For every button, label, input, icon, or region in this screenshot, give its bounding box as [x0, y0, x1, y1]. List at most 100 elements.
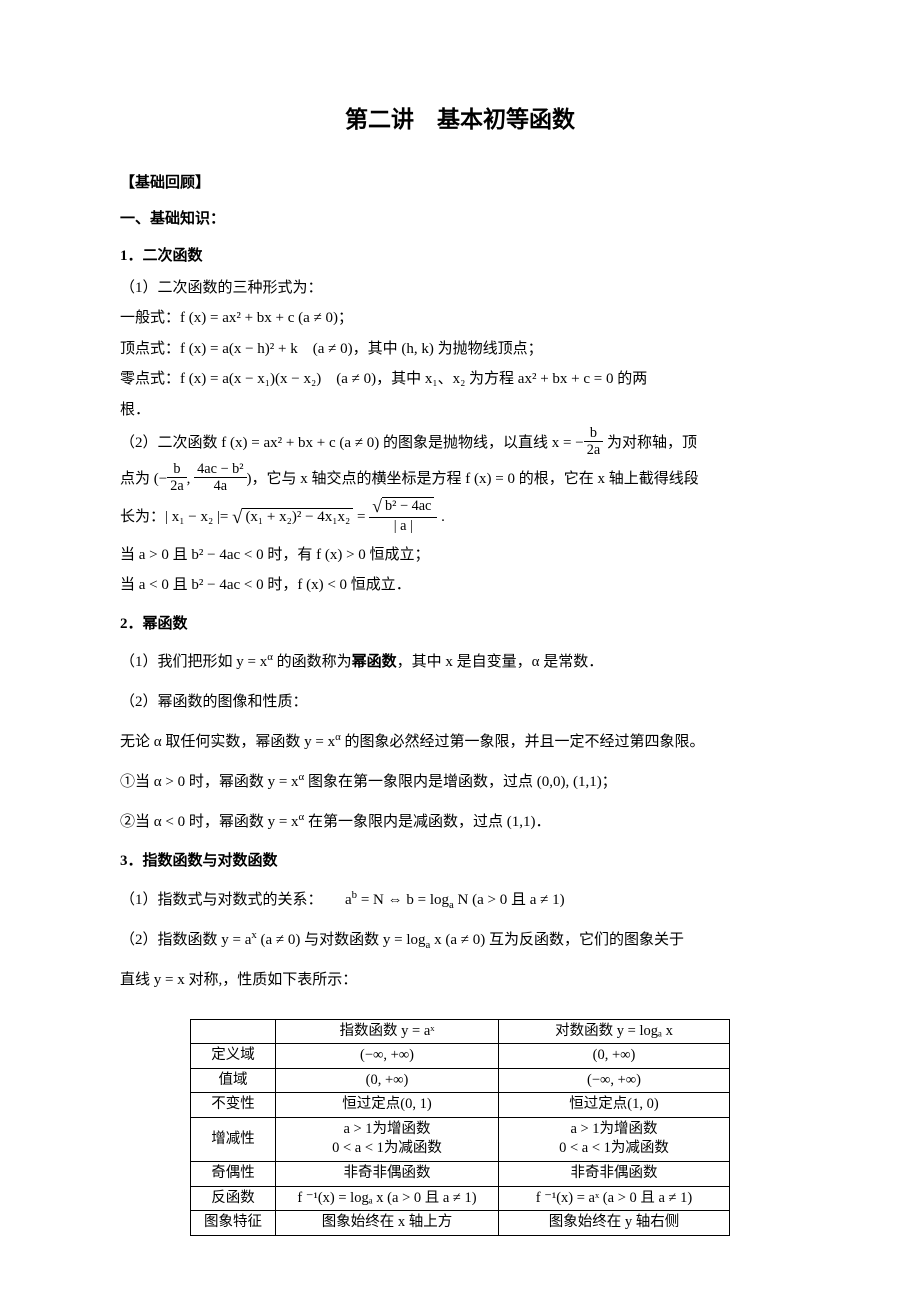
denominator: 2a: [167, 478, 186, 493]
sec1-neg-cond: 当 a < 0 且 b² − 4ac < 0 时，f (x) < 0 恒成立．: [120, 571, 800, 600]
cell-exp: (−∞, +∞): [276, 1044, 499, 1069]
table-row: 奇偶性 非奇非偶函数 非奇非偶函数: [191, 1161, 730, 1186]
sec1-vertex-form: 顶点式：f (x) = a(x − h)² + k (a ≠ 0)，其中 (h,…: [120, 335, 800, 364]
text: 长为：| x₁ − x₂ |=: [120, 509, 232, 525]
sec1-zero-form: 零点式：f (x) = a(x − x₁)(x − x₂) (a ≠ 0)，其中…: [120, 365, 800, 394]
denominator: 4a: [194, 478, 246, 493]
row-label: 反函数: [191, 1186, 276, 1211]
table-header-row: 指数函数 y = aˣ 对数函数 y = logₐ x: [191, 1019, 730, 1044]
cell-log: 非奇非偶函数: [499, 1161, 730, 1186]
row-label: 增减性: [191, 1117, 276, 1161]
row-label: 定义域: [191, 1044, 276, 1069]
table-row-monotonic: 增减性 a > 1为增函数 0 < a < 1为减函数 a > 1为增函数 0 …: [191, 1117, 730, 1161]
text: = N ⇔ b = log: [357, 892, 449, 908]
text: （1）我们把形如 y = x: [120, 654, 267, 670]
radicand: b² − 4ac: [382, 497, 434, 514]
table-row: 图象特征 图象始终在 x 轴上方 图象始终在 y 轴右侧: [191, 1211, 730, 1236]
table-row: 值域 (0, +∞) (−∞, +∞): [191, 1068, 730, 1093]
text: 零点式：f (x) = a(x − x₁)(x − x₂) (a ≠ 0)，其中…: [120, 371, 647, 387]
cell-log: (0, +∞): [499, 1044, 730, 1069]
sec1-general-form: 一般式：f (x) = ax² + bx + c (a ≠ 0)；: [120, 304, 800, 333]
text: ②当 α < 0 时，幂函数 y = x: [120, 814, 299, 830]
denominator: | a |: [369, 518, 437, 533]
sec3-exp-log-rel: （1）指数式与对数式的关系： ab = N ⇔ b = loga N (a > …: [120, 885, 800, 915]
row-label: 值域: [191, 1068, 276, 1093]
sec2-alpha-neg: ②当 α < 0 时，幂函数 y = xα 在第一象限内是减函数，过点 (1,1…: [120, 807, 800, 837]
table-row: 反函数 f ⁻¹(x) = logₐ x (a > 0 且 a ≠ 1) f ⁻…: [191, 1186, 730, 1211]
cell-exp: 非奇非偶函数: [276, 1161, 499, 1186]
text: N (a > 0 且 a ≠ 1): [454, 892, 565, 908]
cell-exp: 恒过定点(0, 1): [276, 1093, 499, 1118]
text: （1）指数式与对数式的关系： a: [120, 892, 352, 908]
text: 在第一象限内是减函数，过点 (1,1)．: [304, 814, 550, 830]
row-label: 不变性: [191, 1093, 276, 1118]
row-label: 图象特征: [191, 1211, 276, 1236]
sec1-vertex-point: 点为 (−b2a, 4ac − b²4a)，它与 x 轴交点的横坐标是方程 f …: [120, 464, 800, 496]
sec3-inverse-funcs: （2）指数函数 y = ax (a ≠ 0) 与对数函数 y = loga x …: [120, 925, 800, 955]
cell-log: f ⁻¹(x) = aˣ (a > 0 且 a ≠ 1): [499, 1186, 730, 1211]
text: =: [353, 509, 369, 525]
text: 的图象必然经过第一象限，并且一定不经过第四象限。: [341, 734, 705, 750]
text: 图象在第一象限内是增函数，过点 (0,0), (1,1)；: [304, 774, 616, 790]
sec1-forms-intro: （1）二次函数的三种形式为：: [120, 274, 800, 303]
document-page: 第二讲 基本初等函数 【基础回顾】 一、基础知识： 1．二次函数 （1）二次函数…: [0, 0, 920, 1296]
cell-log: 恒过定点(1, 0): [499, 1093, 730, 1118]
cell-exp: 图象始终在 x 轴上方: [276, 1211, 499, 1236]
sec3-symmetry: 直线 y = x 对称,，性质如下表所示：: [120, 965, 800, 995]
page-title: 第二讲 基本初等函数: [120, 100, 800, 139]
table-row: 不变性 恒过定点(0, 1) 恒过定点(1, 0): [191, 1093, 730, 1118]
text: ①当 α > 0 时，幂函数 y = x: [120, 774, 299, 790]
text: .: [437, 509, 445, 525]
exp-log-comparison-table: 指数函数 y = aˣ 对数函数 y = logₐ x 定义域 (−∞, +∞)…: [190, 1019, 730, 1236]
basic-heading: 一、基础知识：: [120, 207, 800, 233]
text: 的函数称为: [273, 654, 352, 670]
text: 无论 α 取任何实数，幂函数 y = x: [120, 734, 335, 750]
section-2-title: 2．幂函数: [120, 612, 800, 638]
table-row: 定义域 (−∞, +∞) (0, +∞): [191, 1044, 730, 1069]
cell-log: a > 1为增函数 0 < a < 1为减函数: [499, 1117, 730, 1161]
cell-exp: (0, +∞): [276, 1068, 499, 1093]
cell-exp: f ⁻¹(x) = logₐ x (a > 0 且 a ≠ 1): [276, 1186, 499, 1211]
text: 点为 (−: [120, 471, 167, 487]
text: ，其中 x 是自变量，α 是常数．: [397, 654, 604, 670]
sec1-pos-cond: 当 a > 0 且 b² − 4ac < 0 时，有 f (x) > 0 恒成立…: [120, 541, 800, 570]
numerator: 4ac − b²: [194, 462, 246, 478]
review-heading: 【基础回顾】: [120, 171, 800, 197]
denominator: 2a: [584, 442, 603, 457]
text: (a ≠ 0) 与对数函数 y = log: [257, 932, 426, 948]
line: 0 < a < 1为减函数: [505, 1139, 723, 1159]
cell-exp: a > 1为增函数 0 < a < 1为减函数: [276, 1117, 499, 1161]
sec1-parabola-axis: （2）二次函数 f (x) = ax² + bx + c (a ≠ 0) 的图象…: [120, 428, 800, 460]
header-exp: 指数函数 y = aˣ: [276, 1019, 499, 1044]
sec2-props-head: （2）幂函数的图像和性质：: [120, 687, 800, 717]
numerator: √b² − 4ac: [369, 498, 437, 518]
cell-log: 图象始终在 y 轴右侧: [499, 1211, 730, 1236]
text: （2）二次函数 f (x) = ax² + bx + c (a ≠ 0) 的图象…: [120, 435, 584, 451]
row-label: 奇偶性: [191, 1161, 276, 1186]
line: a > 1为增函数: [505, 1120, 723, 1140]
line: a > 1为增函数: [282, 1120, 492, 1140]
text: （2）指数函数 y = a: [120, 932, 251, 948]
radical-icon: √: [232, 507, 242, 528]
text: )，它与 x 轴交点的横坐标是方程 f (x) = 0 的根，它在 x 轴上截得…: [247, 471, 699, 487]
cell-log: (−∞, +∞): [499, 1068, 730, 1093]
radical-icon: √: [372, 496, 382, 516]
header-blank: [191, 1019, 276, 1044]
line: 0 < a < 1为减函数: [282, 1139, 492, 1159]
fraction-sqrt-disc-over-a: √b² − 4ac| a |: [369, 498, 437, 533]
radicand: (x₁ + x₂)² − 4x₁x₂: [242, 508, 353, 525]
numerator: b: [584, 426, 603, 442]
fraction-4ac-b2-over-4a: 4ac − b²4a: [194, 462, 246, 494]
power-func-term: 幂函数: [352, 654, 397, 670]
sec2-alpha-pos: ①当 α > 0 时，幂函数 y = xα 图象在第一象限内是增函数，过点 (0…: [120, 767, 800, 797]
sec2-quadrant: 无论 α 取任何实数，幂函数 y = xα 的图象必然经过第一象限，并且一定不经…: [120, 727, 800, 757]
sec2-def: （1）我们把形如 y = xα 的函数称为幂函数，其中 x 是自变量，α 是常数…: [120, 647, 800, 677]
sqrt-expr: √(x₁ + x₂)² − 4x₁x₂: [232, 499, 353, 537]
text: x (a ≠ 0) 互为反函数，它们的图象关于: [430, 932, 684, 948]
header-log: 对数函数 y = logₐ x: [499, 1019, 730, 1044]
sec1-zero-form-b: 根．: [120, 396, 800, 425]
numerator: b: [167, 462, 186, 478]
text: ,: [187, 471, 195, 487]
fraction-b-over-2a: b2a: [584, 426, 603, 458]
fraction-b-over-2a: b2a: [167, 462, 186, 494]
